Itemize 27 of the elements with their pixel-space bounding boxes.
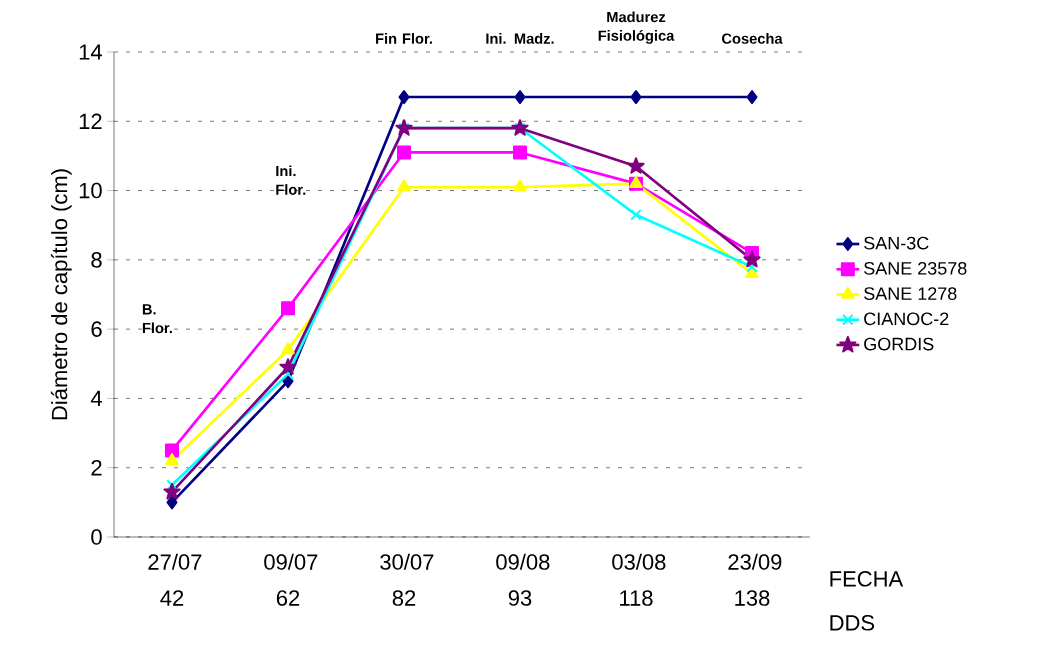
annotation: B. Flor. xyxy=(142,304,172,334)
text: FECHA DDS xyxy=(830,571,904,631)
x-tick-label: 09/07 62 xyxy=(264,553,318,606)
annotation: Ini. Flor. xyxy=(276,165,306,195)
x-tick-label: 03/08 118 xyxy=(612,553,666,606)
legend-label: SANE 23578 xyxy=(864,261,967,275)
text: Fin Flor. xyxy=(376,33,432,44)
x-tick-label: 23/09 138 xyxy=(728,553,782,606)
y-tick-label: 4 xyxy=(90,390,102,406)
y-tick-label: 14 xyxy=(79,44,102,60)
x-tick-label: 09/08 93 xyxy=(496,553,550,606)
legend-label: CIANOC-2 xyxy=(864,312,949,326)
y-tick-label: 0 xyxy=(91,529,102,545)
y-axis-title: Diámetro de capítulo (cm) xyxy=(50,169,72,420)
text: Ini. Madz. xyxy=(486,33,554,44)
legend-label: GORDIS xyxy=(864,337,934,351)
legend-label: SAN-3C xyxy=(864,236,929,250)
x-tick-label: 27/07 42 xyxy=(148,553,202,606)
y-tick-label: 8 xyxy=(91,252,102,268)
legend-label: SANE 1278 xyxy=(864,287,957,300)
y-tick-label: 2 xyxy=(91,460,102,476)
x-tick-label: 30/07 82 xyxy=(380,553,434,606)
y-tick-label: 10 xyxy=(79,182,102,199)
y-tick-label: 6 xyxy=(91,321,102,337)
y-tick-label: 12 xyxy=(79,113,102,129)
text: Madurez Fisiológica xyxy=(598,11,675,44)
text: Cosecha xyxy=(722,33,783,44)
